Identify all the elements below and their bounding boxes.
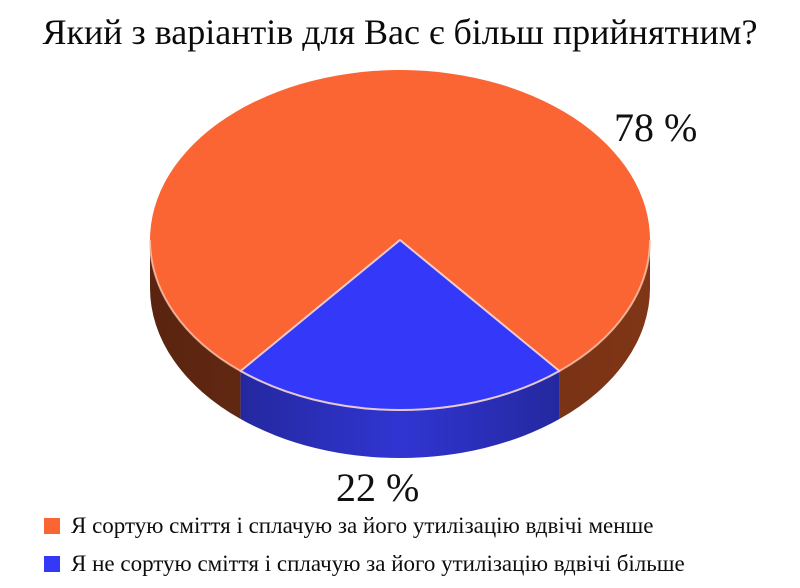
- legend-swatch-orange: [44, 518, 60, 534]
- legend: Я сортую сміття і сплачую за його утиліз…: [44, 513, 685, 588]
- pie-side-orange-left: [149, 240, 241, 419]
- legend-label-nosort: Я не сортую сміття і сплачую за його ути…: [71, 551, 685, 576]
- legend-label-sort: Я сортую сміття і сплачую за його утиліз…: [71, 513, 654, 538]
- pie-slice-orange: [150, 70, 651, 371]
- pie-side-orange-right: [559, 240, 650, 419]
- slice-label-blue: 22 %: [336, 465, 420, 510]
- legend-swatch-blue: [44, 556, 60, 572]
- pie-side-blue: [240, 371, 560, 459]
- pie-rim-right: [558, 239, 651, 372]
- slice-label-orange: 78 %: [614, 105, 698, 150]
- chart-title: Який з варіантів для Вас є більш прийнят…: [42, 12, 758, 52]
- legend-item-sort: Я сортую сміття і сплачую за його утиліз…: [44, 513, 685, 539]
- pie-rim-left: [149, 239, 242, 372]
- legend-item-nosort: Я не сортую сміття і сплачую за його ути…: [44, 551, 685, 577]
- pie-slice-blue: [239, 239, 561, 411]
